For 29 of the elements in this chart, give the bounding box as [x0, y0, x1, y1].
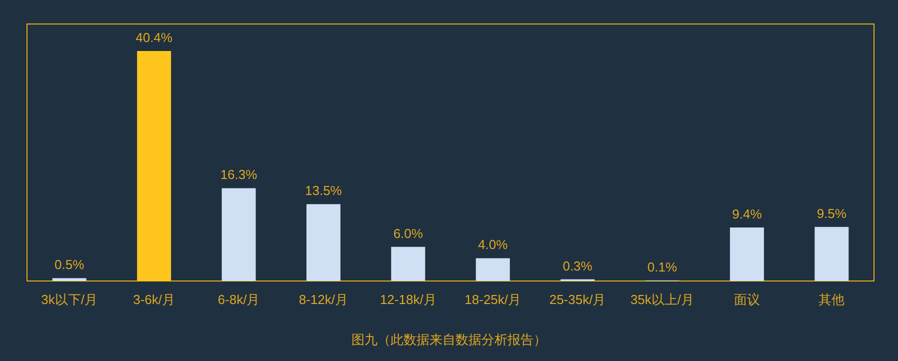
bar: [476, 258, 510, 281]
bar: [52, 278, 86, 281]
x-tick-label: 其他: [818, 292, 845, 307]
bar: [137, 51, 172, 281]
x-tick-label: 面议: [734, 292, 760, 307]
data-label: 0.1%: [647, 259, 678, 274]
bar: [306, 204, 340, 281]
bar: [730, 227, 764, 281]
data-label: 4.0%: [478, 237, 508, 252]
x-tick-label: 6-8k/月: [218, 292, 260, 307]
data-label: 9.4%: [732, 206, 762, 222]
bar: [222, 188, 256, 281]
data-label: 0.5%: [54, 257, 85, 272]
bar: [391, 246, 426, 281]
x-tick-label: 3-6k/月: [133, 292, 176, 307]
x-tick-label: 3k以下/月: [41, 292, 98, 307]
x-tick-label: 12-18k/月: [380, 292, 436, 307]
x-tick-label: 35k以上/月: [630, 292, 694, 307]
data-label: 13.5%: [305, 183, 342, 198]
x-tick-label: 8-12k/月: [298, 292, 348, 307]
data-label: 6.0%: [393, 226, 424, 241]
data-label: 40.4%: [136, 30, 173, 45]
text: 图九（此数据来自数据分析报告）: [352, 332, 546, 347]
data-label: 0.3%: [562, 258, 593, 274]
x-tick-label: 25-35k/月: [549, 292, 606, 307]
x-tick-label: 18-25k/月: [464, 292, 522, 307]
data-label: 16.3%: [220, 167, 258, 182]
bar: [814, 226, 849, 281]
data-label: 9.5%: [816, 206, 847, 221]
